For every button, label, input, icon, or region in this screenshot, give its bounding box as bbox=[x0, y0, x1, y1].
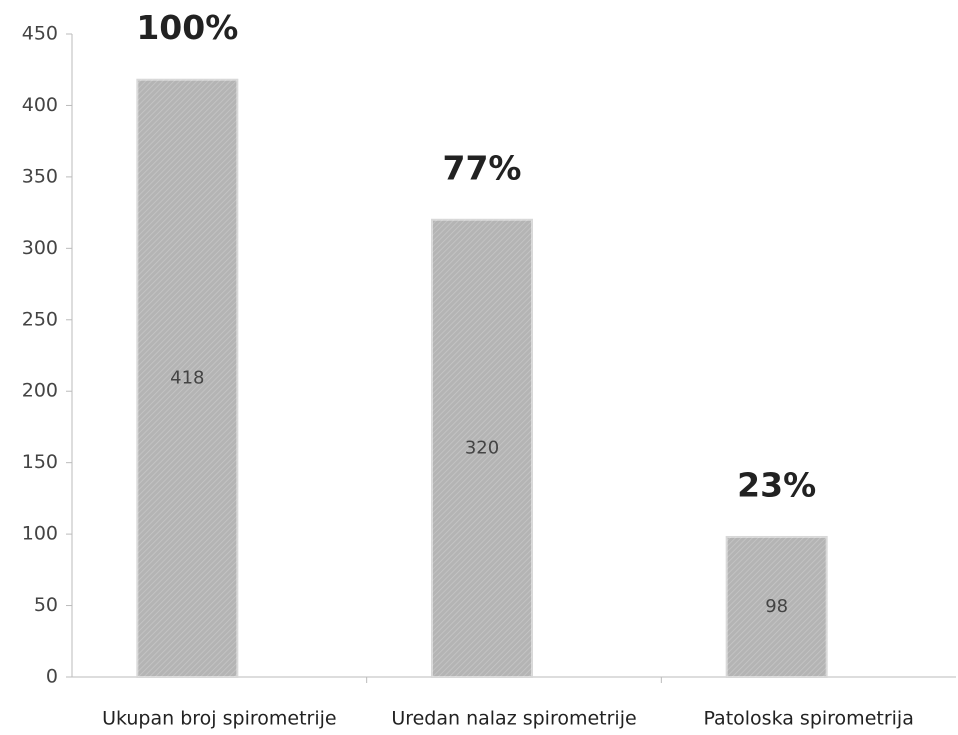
bar-hatch bbox=[726, 536, 827, 677]
y-tick-label: 300 bbox=[22, 237, 58, 259]
x-tick-label: Uredan nalaz spirometrije bbox=[391, 708, 636, 730]
x-tick-label: Patoloska spirometrija bbox=[703, 708, 913, 730]
percent-label: 77% bbox=[443, 148, 522, 187]
y-tick-label: 350 bbox=[22, 165, 58, 187]
value-label: 320 bbox=[465, 437, 499, 458]
bar-hatch bbox=[137, 79, 238, 678]
y-tick-label: 400 bbox=[22, 94, 58, 116]
percent-label: 100% bbox=[136, 8, 238, 47]
value-label: 418 bbox=[170, 367, 204, 388]
x-tick-label: Ukupan broj spirometrije bbox=[102, 708, 337, 730]
y-tick-label: 0 bbox=[46, 666, 58, 688]
y-tick-label: 250 bbox=[22, 308, 58, 330]
y-tick-label: 100 bbox=[22, 523, 58, 545]
percent-label: 23% bbox=[737, 465, 816, 504]
y-tick-label: 200 bbox=[22, 380, 58, 402]
y-tick-label: 150 bbox=[22, 451, 58, 473]
y-tick-label: 50 bbox=[34, 594, 58, 616]
y-tick-label: 450 bbox=[22, 23, 58, 45]
value-label: 98 bbox=[765, 596, 788, 617]
bar-hatch bbox=[432, 219, 532, 677]
